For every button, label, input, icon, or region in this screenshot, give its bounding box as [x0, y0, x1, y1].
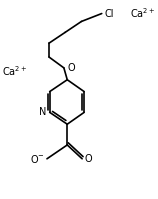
Text: O$^{-}$: O$^{-}$	[30, 153, 44, 165]
Text: Cl: Cl	[104, 9, 114, 19]
Text: Ca$^{2+}$: Ca$^{2+}$	[130, 7, 155, 20]
Text: O: O	[67, 63, 75, 73]
Text: O: O	[85, 154, 92, 164]
Text: N: N	[39, 107, 46, 117]
Text: Ca$^{2+}$: Ca$^{2+}$	[2, 64, 27, 78]
